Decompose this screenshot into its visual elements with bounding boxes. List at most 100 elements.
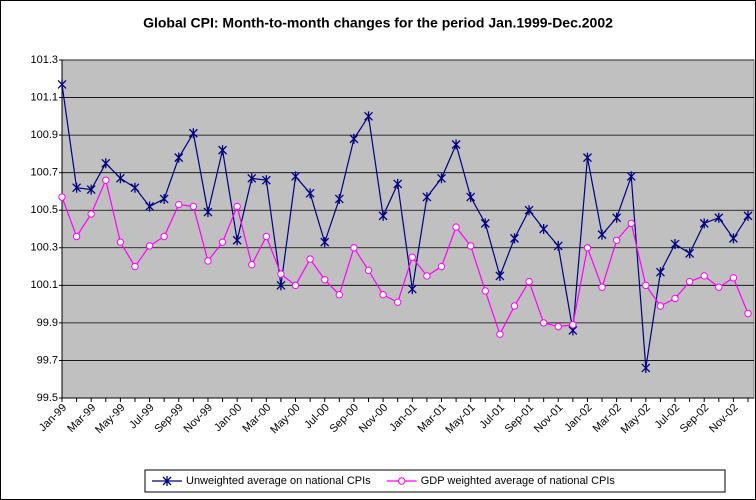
marker [466, 192, 476, 203]
marker [233, 202, 241, 211]
marker [204, 257, 212, 265]
marker [612, 212, 622, 223]
marker [232, 235, 242, 246]
y-tick-label: 100.9 [30, 129, 58, 141]
marker [57, 79, 67, 90]
marker [160, 232, 168, 241]
marker [539, 319, 548, 327]
marker [466, 242, 475, 250]
marker [496, 330, 504, 338]
marker [480, 218, 490, 229]
chart-title: Global CPI: Month-to-month changes for t… [143, 15, 613, 31]
marker [641, 362, 651, 373]
y-tick-label: 100.7 [30, 167, 58, 179]
marker [291, 171, 300, 182]
series-line [61, 178, 749, 336]
plot-area [61, 59, 755, 399]
marker [423, 272, 431, 280]
marker [188, 128, 198, 139]
marker [627, 219, 635, 228]
marker [102, 176, 110, 184]
series-line [61, 84, 749, 369]
legend [144, 469, 726, 493]
y-tick-label: 101.3 [30, 54, 58, 66]
marker [159, 193, 169, 204]
marker [335, 291, 344, 299]
marker [598, 283, 606, 291]
marker [583, 244, 592, 252]
marker [510, 233, 519, 244]
y-tick-label: 100.5 [30, 204, 58, 216]
marker [554, 322, 562, 331]
marker [671, 294, 679, 303]
marker [655, 267, 665, 278]
marker [321, 276, 329, 284]
marker [685, 248, 695, 259]
marker [350, 244, 358, 252]
marker [115, 173, 125, 184]
marker [714, 212, 724, 223]
marker [203, 207, 213, 218]
marker [642, 281, 650, 290]
marker [334, 193, 344, 204]
marker [101, 158, 111, 169]
marker [685, 277, 694, 286]
marker [262, 232, 271, 241]
marker [510, 302, 519, 310]
marker [451, 139, 461, 150]
marker [261, 175, 271, 186]
marker [364, 266, 373, 275]
marker [364, 111, 373, 122]
y-tick-label: 101.1 [30, 91, 58, 103]
marker [524, 205, 534, 216]
marker [131, 262, 139, 271]
marker [378, 210, 388, 221]
y-tick-label: 100.3 [30, 242, 58, 254]
marker [397, 477, 406, 485]
legend-label: Unweighted average on national CPIs [186, 475, 371, 487]
marker [582, 152, 592, 163]
marker [700, 272, 708, 280]
marker [553, 240, 563, 251]
y-tick-label: 100.1 [30, 279, 58, 291]
marker [247, 173, 257, 184]
marker [437, 173, 446, 184]
marker [407, 284, 417, 295]
marker [306, 255, 314, 263]
marker [452, 223, 460, 231]
marker [408, 253, 416, 261]
marker [569, 321, 577, 329]
marker [276, 280, 286, 291]
marker [248, 260, 256, 269]
marker [145, 201, 155, 212]
y-tick-label: 99.5 [37, 392, 58, 404]
marker [86, 184, 96, 195]
marker [72, 232, 81, 241]
marker [174, 152, 184, 163]
legend-label: GDP weighted average of national CPIs [421, 475, 616, 487]
marker [72, 182, 82, 193]
marker [744, 309, 752, 318]
marker [87, 210, 95, 218]
marker [116, 238, 125, 246]
marker [670, 239, 680, 250]
marker [728, 233, 738, 244]
marker [422, 192, 432, 203]
marker [349, 133, 359, 144]
marker [379, 291, 387, 299]
marker [218, 145, 228, 156]
marker [320, 237, 330, 248]
marker [130, 182, 140, 193]
marker [394, 298, 402, 306]
marker [277, 270, 285, 278]
marker [305, 188, 315, 199]
marker [162, 476, 172, 486]
marker [626, 171, 636, 182]
y-tick-label: 99.7 [37, 354, 58, 366]
marker [291, 281, 300, 290]
marker [729, 274, 738, 282]
marker [597, 229, 607, 240]
marker [58, 193, 66, 201]
marker [437, 262, 446, 271]
